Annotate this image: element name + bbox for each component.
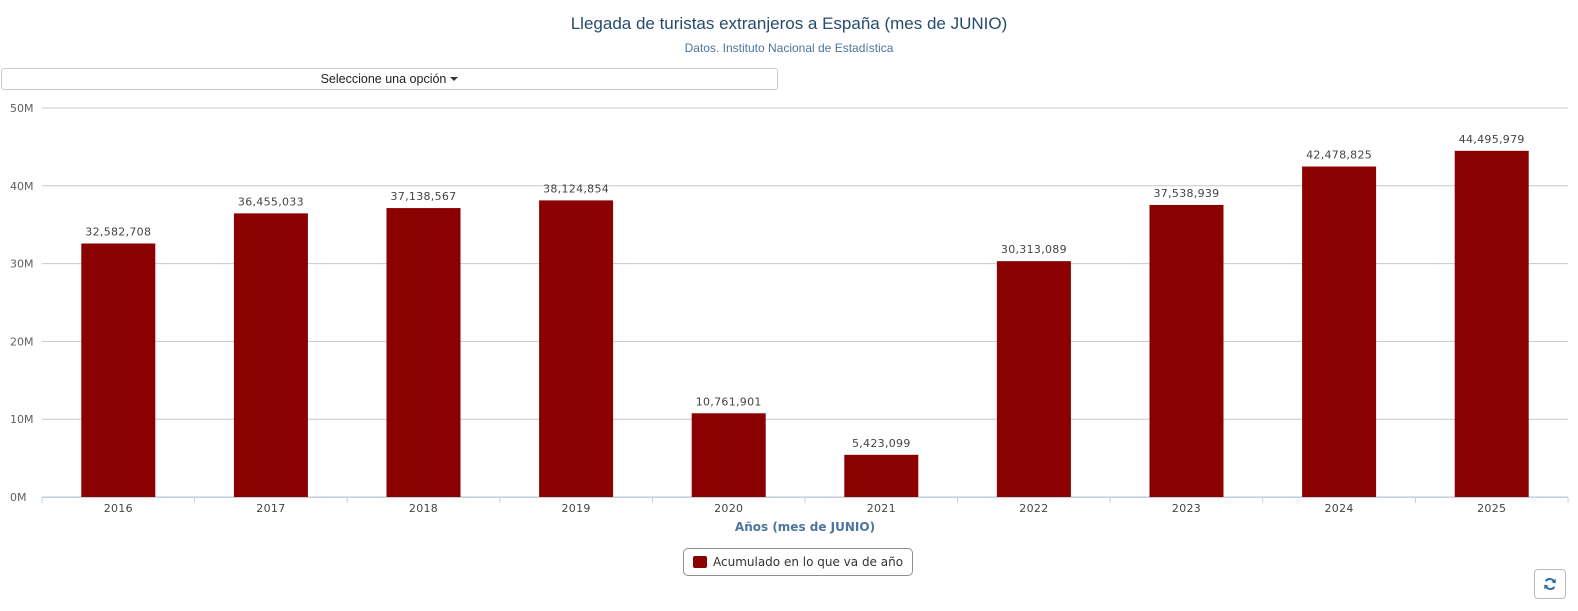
bar-2021 bbox=[844, 454, 919, 497]
y-tick-label: 0M bbox=[10, 491, 27, 504]
data-label-2021: 5,423,099 bbox=[852, 437, 911, 450]
chart-title: Llegada de turistas extranjeros a España… bbox=[570, 14, 1008, 33]
chart-subtitle: Datos. Instituto Nacional de Estadística bbox=[684, 41, 894, 55]
legend-label: Acumulado en lo que va de año bbox=[713, 555, 904, 569]
data-label-2016: 32,582,708 bbox=[85, 226, 151, 239]
legend-swatch bbox=[693, 556, 707, 568]
data-label-2025: 44,495,979 bbox=[1459, 133, 1525, 146]
bar-2022 bbox=[996, 261, 1071, 497]
bar-2018 bbox=[386, 208, 461, 497]
x-tick-label-2019: 2019 bbox=[561, 502, 590, 515]
data-label-2022: 30,313,089 bbox=[1001, 243, 1067, 256]
x-tick-label-2018: 2018 bbox=[409, 502, 438, 515]
data-label-2023: 37,538,939 bbox=[1154, 187, 1220, 200]
bar-2024 bbox=[1302, 166, 1377, 497]
x-tick-label-2020: 2020 bbox=[714, 502, 743, 515]
data-label-2020: 10,761,901 bbox=[696, 395, 762, 408]
x-tick-label-2023: 2023 bbox=[1172, 502, 1201, 515]
bar-2016 bbox=[81, 243, 156, 497]
option-selector[interactable]: Seleccione una opción bbox=[1, 68, 778, 90]
refresh-button[interactable] bbox=[1534, 569, 1566, 599]
option-selector-label: Seleccione una opción bbox=[320, 72, 447, 86]
x-tick-label-2016: 2016 bbox=[104, 502, 133, 515]
data-label-2024: 42,478,825 bbox=[1306, 149, 1372, 162]
bar-2020 bbox=[691, 413, 766, 497]
refresh-icon bbox=[1544, 578, 1556, 590]
bar-2019 bbox=[539, 200, 614, 497]
y-tick-label: 50M bbox=[10, 102, 34, 115]
data-label-2018: 37,138,567 bbox=[391, 190, 457, 203]
y-tick-label: 20M bbox=[10, 335, 34, 348]
bar-2017 bbox=[233, 213, 308, 498]
x-tick-label-2021: 2021 bbox=[867, 502, 896, 515]
bar-2023 bbox=[1149, 204, 1224, 497]
x-axis-title: Años (mes de JUNIO) bbox=[735, 520, 875, 534]
caret-down-icon bbox=[450, 77, 459, 81]
x-tick-label-2024: 2024 bbox=[1324, 502, 1353, 515]
x-tick-label-2025: 2025 bbox=[1477, 502, 1506, 515]
x-tick-label-2017: 2017 bbox=[256, 502, 285, 515]
x-tick-label-2022: 2022 bbox=[1019, 502, 1048, 515]
bar-2025 bbox=[1454, 150, 1529, 497]
y-tick-label: 10M bbox=[10, 413, 34, 426]
y-tick-label: 40M bbox=[10, 180, 34, 193]
legend-item[interactable]: Acumulado en lo que va de año bbox=[683, 548, 914, 576]
data-label-2017: 36,455,033 bbox=[238, 195, 304, 208]
y-tick-label: 30M bbox=[10, 258, 34, 271]
bar-chart: 0M 10M 20M 30M 40M 50M 32,582,708 2016 36,455,03… bbox=[10, 102, 1569, 534]
data-label-2019: 38,124,854 bbox=[543, 182, 609, 195]
